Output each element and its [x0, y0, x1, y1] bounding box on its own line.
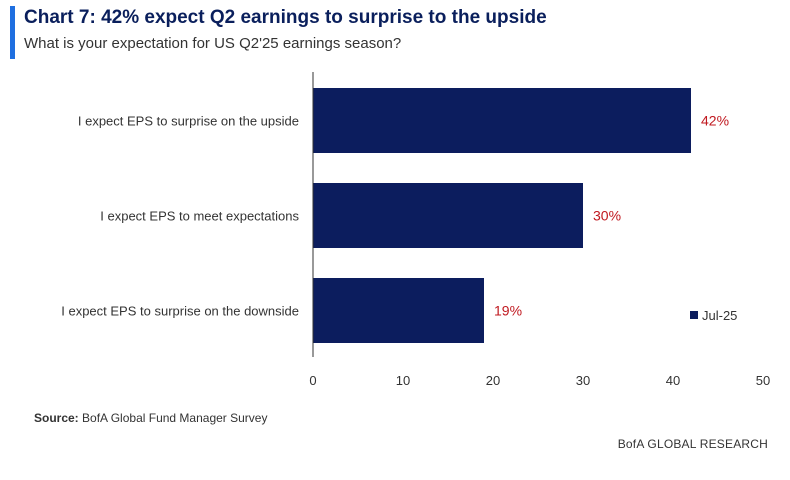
x-tick-label: 40	[666, 373, 680, 388]
data-label: 19%	[494, 303, 522, 319]
x-tick-label: 0	[309, 373, 316, 388]
title-accent-bar	[10, 6, 15, 59]
data-label: 42%	[701, 113, 729, 129]
x-tick-label: 20	[486, 373, 500, 388]
branding: BofA GLOBAL RESEARCH	[617, 437, 768, 451]
category-label: I expect EPS to surprise on the downside	[61, 304, 299, 319]
source-text: BofA Global Fund Manager Survey	[82, 411, 268, 425]
source-label: Source:	[34, 411, 79, 425]
bar-chart: I expect EPS to surprise on the upside 42…	[61, 72, 770, 388]
category-label: I expect EPS to meet expectations	[100, 209, 299, 224]
category-label: I expect EPS to surprise on the upside	[78, 114, 299, 129]
chart-title: Chart 7: 42% expect Q2 earnings to surpr…	[24, 7, 547, 28]
legend-label: Jul-25	[702, 308, 737, 323]
bar	[313, 278, 484, 343]
chart-subtitle: What is your expectation for US Q2'25 ea…	[24, 35, 402, 52]
x-tick-label: 50	[756, 373, 770, 388]
bar	[313, 183, 583, 248]
data-label: 30%	[593, 208, 621, 224]
x-tick-label: 10	[396, 373, 410, 388]
x-tick-label: 30	[576, 373, 590, 388]
legend-swatch	[690, 311, 698, 319]
source-note: Source: BofA Global Fund Manager Survey	[34, 411, 267, 425]
bar	[313, 88, 691, 153]
